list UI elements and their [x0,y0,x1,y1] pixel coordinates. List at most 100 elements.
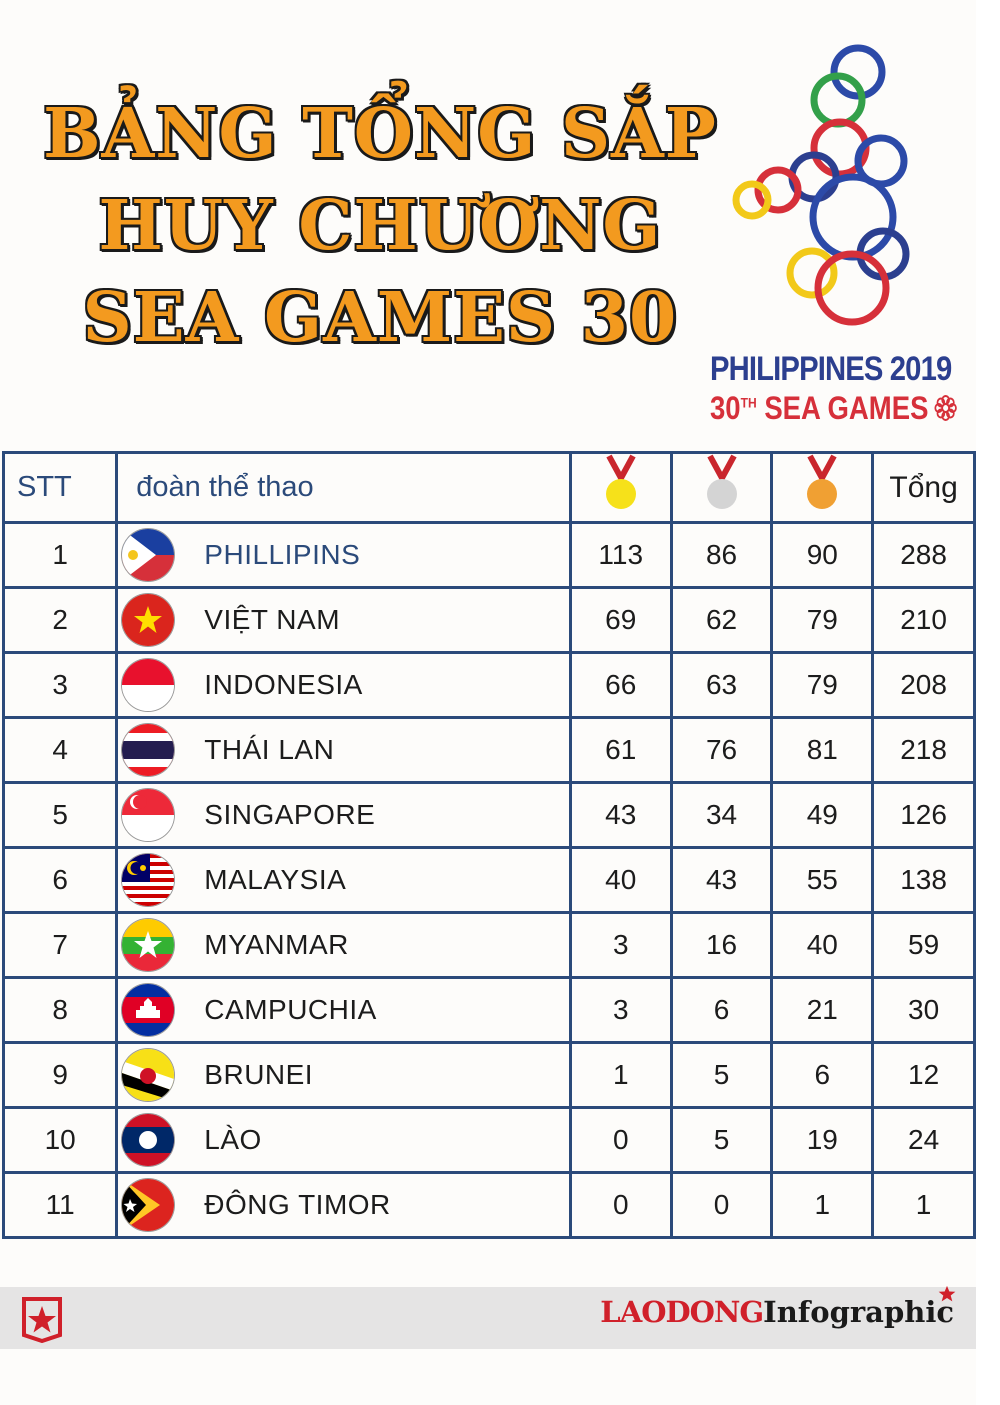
bronze-cell: 21 [770,976,875,1044]
rank-cell: 7 [1,911,119,979]
team-name: LÀO [204,1124,262,1155]
table-row: 10 LÀO 0 5 19 24 [1,1106,976,1174]
total-cell: 59 [871,911,976,979]
gold-cell: 1 [568,1041,673,1109]
total-cell: 1 [871,1171,976,1239]
table-row: 8 CAMPUCHIA 3 6 21 30 [1,976,976,1044]
rank-cell: 8 [1,976,119,1044]
silver-cell: 5 [669,1041,774,1109]
total-cell: 126 [871,781,976,849]
team-cell: VIỆT NAM [115,586,572,654]
thailand-flag-icon [122,724,175,776]
gold-cell: 66 [568,651,673,719]
footer-bar: LAODONGInfographic [0,1285,976,1349]
rank-cell: 10 [1,1106,119,1174]
team-cell: THÁI LAN [115,716,572,784]
bronze-cell: 6 [770,1041,875,1109]
brand-red-text: LAODONG [600,1295,764,1329]
total-cell: 12 [871,1041,976,1109]
table-row: 7 MYANMAR 3 16 40 59 [1,911,976,979]
rank-cell: 2 [1,586,119,654]
team-name: INDONESIA [204,669,363,700]
table-row: 11 ĐÔNG TIMOR 0 0 1 1 [1,1171,976,1239]
bronze-cell: 1 [770,1171,875,1239]
team-name: CAMPUCHIA [204,994,377,1025]
team-name: PHILLIPINS [204,539,361,570]
bronze-cell: 40 [770,911,875,979]
brand-black-text: Infographic [763,1295,954,1329]
header-rank: STT [1,451,119,524]
brunei-flag-icon [122,1049,175,1101]
table-row: 1 PHILLIPINS 113 86 90 288 [1,521,976,589]
sampaguita-flower-icon [934,395,957,421]
gold-cell: 3 [568,976,673,1044]
team-name: MYANMAR [204,929,349,960]
timor-leste-flag-icon [122,1179,175,1231]
infographic-page: BẢNG TỔNG SẮP HUY CHƯƠNG SEA GAMES 30 PH… [0,44,976,1349]
myanmar-flag-icon [122,919,175,971]
sea-games-rings-logo-icon [732,44,910,326]
brand-star-icon [938,1285,956,1302]
rank-cell: 3 [1,651,119,719]
bronze-cell: 19 [770,1106,875,1174]
team-cell: INDONESIA [115,651,572,719]
silver-cell: 5 [669,1106,774,1174]
infographic-title: BẢNG TỔNG SẮP HUY CHƯƠNG SEA GAMES 30 [0,88,760,364]
singapore-flag-icon [122,789,175,841]
total-cell: 24 [871,1106,976,1174]
team-name: SINGAPORE [204,799,376,830]
rank-cell: 1 [1,521,119,589]
header-silver [669,451,774,524]
newspaper-star-logo-icon [22,1297,62,1343]
title-line-3: SEA GAMES 30 [82,278,678,358]
bronze-cell: 55 [770,846,875,914]
team-name: MALAYSIA [204,864,347,895]
silver-cell: 63 [669,651,774,719]
total-cell: 210 [871,586,976,654]
philippines-flag-icon [122,529,175,581]
team-cell: PHILLIPINS [115,521,572,589]
total-cell: 288 [871,521,976,589]
bronze-cell: 79 [770,651,875,719]
header-total: Tổng [871,451,976,524]
bronze-cell: 81 [770,716,875,784]
total-cell: 138 [871,846,976,914]
gold-cell: 3 [568,911,673,979]
table-row: 3 INDONESIA 66 63 79 208 [1,651,976,719]
event-logo-line-2: 30TH SEA GAMES [710,390,958,427]
silver-cell: 43 [669,846,774,914]
event-logo-line-1: PHILIPPINES 2019 [710,350,952,388]
header-bronze [770,451,875,524]
silver-cell: 16 [669,911,774,979]
total-cell: 30 [871,976,976,1044]
silver-cell: 34 [669,781,774,849]
team-cell: BRUNEI [115,1041,572,1109]
total-cell: 218 [871,716,976,784]
team-name: ĐÔNG TIMOR [204,1189,391,1220]
silver-cell: 86 [669,521,774,589]
title-line-1: BẢNG TỔNG SẮP [43,94,717,174]
table-row: 4 THÁI LAN 61 76 81 218 [1,716,976,784]
total-cell: 208 [871,651,976,719]
silver-cell: 6 [669,976,774,1044]
gold-cell: 0 [568,1171,673,1239]
table-row: 9 BRUNEI 1 5 6 12 [1,1041,976,1109]
indonesia-flag-icon [122,659,175,711]
bronze-cell: 90 [770,521,875,589]
gold-cell: 69 [568,586,673,654]
gold-cell: 40 [568,846,673,914]
rank-cell: 4 [1,716,119,784]
laos-flag-icon [122,1114,175,1166]
silver-cell: 76 [669,716,774,784]
table-row: 2 VIỆT NAM 69 62 79 210 [1,586,976,654]
team-cell: LÀO [115,1106,572,1174]
rank-cell: 9 [1,1041,119,1109]
malaysia-flag-icon [122,854,175,906]
title-line-2: HUY CHƯƠNG [98,186,662,266]
team-name: THÁI LAN [204,734,335,765]
table-row: 5 SINGAPORE 43 34 49 126 [1,781,976,849]
brand-wordmark: LAODONGInfographic [600,1285,956,1329]
gold-cell: 113 [568,521,673,589]
table-header-row: STT đoàn thể thao Tổng [1,451,976,524]
team-cell: MYANMAR [115,911,572,979]
